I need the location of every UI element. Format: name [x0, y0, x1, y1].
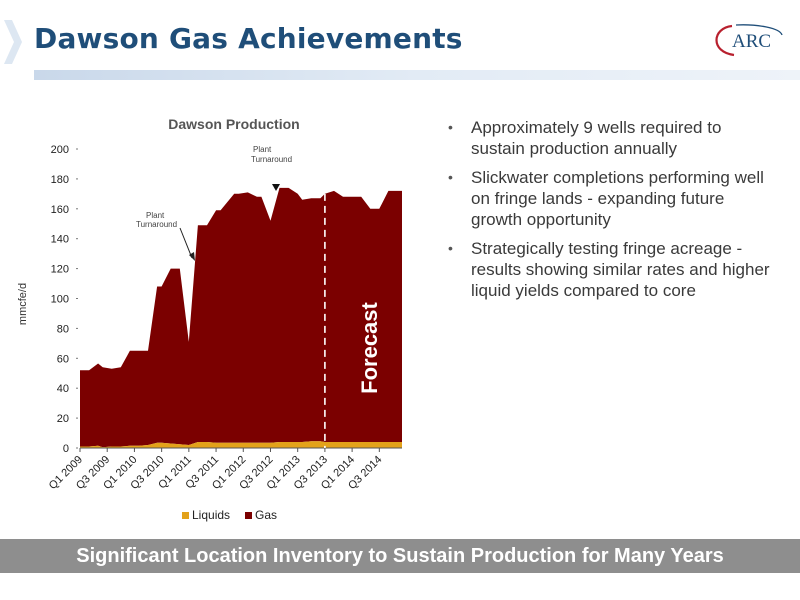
production-chart: Dawson Production mmcfe/d 0 20 40 60 80 100 12… [17, 116, 402, 522]
bullet-text: Slickwater completions performing well o… [471, 168, 764, 229]
bullet-item: • Strategically testing fringe acreage - … [445, 238, 775, 301]
legend-swatch [182, 512, 189, 519]
y-axis-label: mmcfe/d [17, 283, 29, 325]
annotation-arrow [179, 227, 193, 259]
liquids-area [80, 441, 402, 448]
forecast-marker: Forecast [324, 193, 382, 448]
company-logo: ARC [715, 24, 783, 57]
forecast-label: Forecast [357, 301, 382, 393]
annotation-arrowhead [189, 252, 195, 261]
bullet-text: Approximately 9 wells required to sustai… [471, 118, 722, 158]
footer-banner: Significant Location Inventory to Sustai… [0, 539, 800, 573]
header-rule [34, 70, 800, 80]
bullet-icon: • [448, 119, 453, 135]
y-tick-label: 120 [51, 264, 69, 276]
annotation-label: Plant [146, 211, 165, 220]
y-tick-label: 100 [51, 294, 69, 306]
page-title: Dawson Gas Achievements [34, 22, 463, 55]
annotation-label: Turnaround [136, 220, 177, 229]
annotation-label: Turnaround [251, 155, 292, 164]
legend-label: Gas [255, 508, 277, 522]
y-tick-label: 60 [57, 353, 69, 365]
chevron-icon [4, 20, 22, 64]
bullet-icon: • [448, 169, 453, 185]
legend-swatch [245, 512, 252, 519]
logo-text: ARC [732, 31, 771, 52]
y-tick-label: 40 [57, 383, 69, 395]
legend-label: Liquids [192, 508, 230, 522]
gas-area [80, 187, 402, 448]
achievement-bullets: • Approximately 9 wells required to susta… [445, 117, 775, 309]
annotation-arrowhead [272, 184, 280, 191]
y-tick-label: 20 [57, 413, 69, 425]
bullet-icon: • [448, 240, 453, 256]
y-tick-label: 200 [51, 144, 69, 156]
bullet-text: Strategically testing fringe acreage - r… [471, 239, 770, 300]
chart-title: Dawson Production [168, 116, 299, 132]
bullet-item: • Approximately 9 wells required to susta… [445, 117, 775, 159]
y-tick-label: 180 [51, 174, 69, 186]
annotation-label: Plant [253, 145, 272, 154]
y-tick-label: 0 [63, 443, 69, 455]
bullet-item: • Slickwater completions performing well … [445, 167, 775, 230]
y-tick-label: 160 [51, 204, 69, 216]
y-tick-label: 80 [57, 323, 69, 335]
gas-series [80, 187, 402, 448]
y-tick-label: 140 [51, 234, 69, 246]
liquids-series [80, 441, 402, 448]
chart-legend: Liquids Gas [182, 508, 277, 522]
